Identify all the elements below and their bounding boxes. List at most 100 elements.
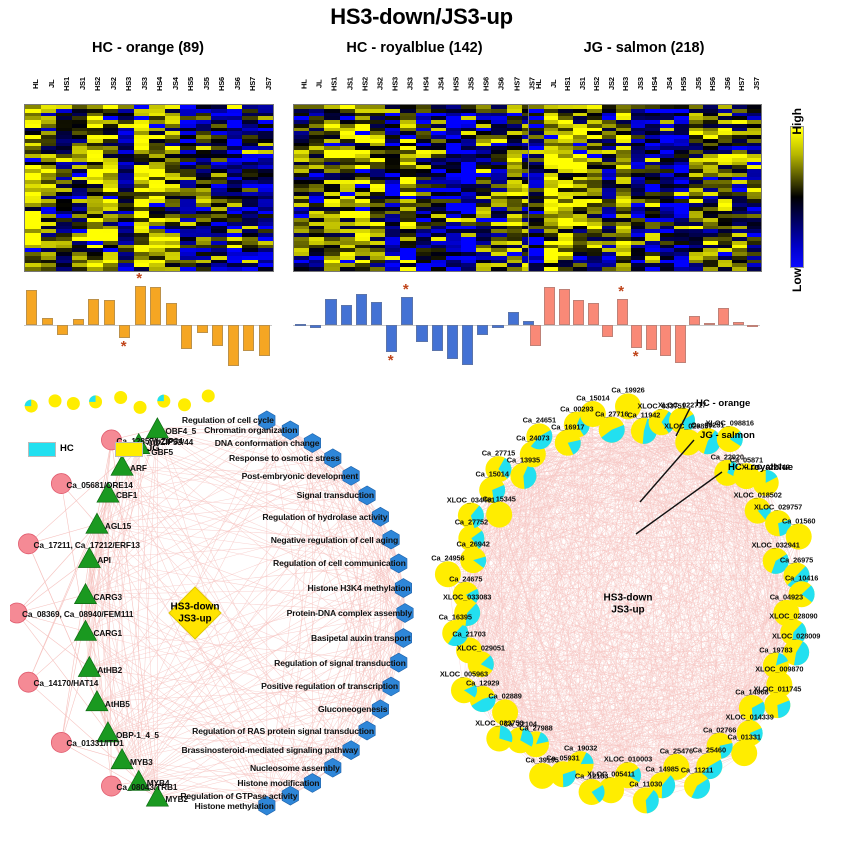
heatmap-cell: [529, 191, 544, 196]
transcription-factor-node[interactable]: [85, 690, 109, 712]
heatmap-cell: [506, 248, 522, 253]
heatmap-cell: [211, 161, 227, 166]
network-node[interactable]: [788, 581, 815, 608]
heatmap-cell: [195, 221, 211, 226]
gene-node[interactable]: [101, 775, 122, 797]
network-node[interactable]: [486, 501, 513, 528]
network-node[interactable]: [452, 581, 479, 608]
heatmap-cell: [415, 172, 431, 177]
heatmap-cell: [543, 108, 558, 113]
heatmap-cell: [133, 252, 149, 256]
heatmap-cell: [645, 229, 660, 234]
network-node[interactable]: [492, 699, 519, 726]
bar: [477, 325, 489, 335]
heatmap-cell: [294, 131, 310, 136]
heatmap-cell: [506, 142, 522, 147]
heatmap-cell: [587, 218, 602, 222]
heatmap-cell: [294, 225, 310, 230]
heatmap-cell: [242, 142, 258, 147]
heatmap-cell: [445, 233, 462, 238]
transcription-factor-node[interactable]: [96, 721, 120, 743]
heatmap-cell: [149, 187, 165, 192]
heatmap-cell: [56, 240, 72, 245]
heatmap-cell: [732, 142, 747, 147]
transcription-factor-node[interactable]: [73, 582, 98, 604]
go-term-node[interactable]: [258, 410, 276, 431]
go-term-node[interactable]: [324, 448, 342, 469]
gene-node[interactable]: [10, 602, 28, 624]
network-node[interactable]: [579, 401, 606, 428]
transcription-factor-node[interactable]: [110, 747, 134, 770]
heatmap-cell: [543, 221, 558, 226]
go-term-node[interactable]: [324, 757, 342, 778]
left-network-diagram: Regulation of cell cycle Chromatin organi…: [10, 380, 430, 820]
heatmap-cell: [674, 203, 689, 207]
callout-label: HC - royalblue: [728, 462, 794, 473]
network-node[interactable]: [615, 393, 641, 420]
network-node[interactable]: [731, 740, 758, 767]
go-term-node[interactable]: [281, 420, 299, 441]
go-term-node[interactable]: [258, 795, 276, 816]
transcription-factor-node[interactable]: [145, 417, 169, 439]
go-term-node[interactable]: [342, 465, 360, 486]
transcription-factor-node[interactable]: [110, 454, 134, 476]
go-term-node[interactable]: [303, 773, 321, 793]
significance-star: *: [632, 347, 639, 365]
heatmap-cell: [476, 146, 492, 151]
network-node[interactable]: [434, 561, 461, 588]
heatmap-cell: [180, 259, 196, 264]
heatmap-cell: [445, 135, 462, 139]
network-node-hc-slice: [447, 623, 469, 647]
heatmap-cell: [732, 108, 747, 113]
go-term-node[interactable]: [371, 506, 389, 527]
go-term-node[interactable]: [396, 603, 414, 623]
network-node[interactable]: [615, 762, 641, 789]
go-term-node[interactable]: [371, 699, 389, 720]
heatmap-cell: [430, 157, 446, 162]
go-term-node[interactable]: [394, 578, 412, 598]
transcription-factor-node[interactable]: [145, 785, 169, 807]
go-term-node[interactable]: [358, 720, 376, 741]
transcription-factor-node[interactable]: [77, 546, 101, 568]
transcription-factor-node[interactable]: [96, 481, 120, 503]
network-node[interactable]: [736, 720, 763, 747]
network-node[interactable]: [766, 671, 793, 698]
network-node[interactable]: [460, 547, 487, 574]
go-term-node[interactable]: [382, 529, 400, 550]
gene-node[interactable]: [50, 473, 72, 494]
network-node[interactable]: [456, 637, 483, 664]
network-node[interactable]: [663, 753, 690, 780]
go-term-node[interactable]: [382, 676, 400, 697]
hub-node[interactable]: [168, 586, 222, 640]
heatmap-cell: [558, 150, 573, 155]
gene-node[interactable]: [18, 533, 39, 555]
go-term-node[interactable]: [358, 485, 376, 506]
legend-scatter-node: [48, 394, 62, 408]
go-term-node[interactable]: [281, 785, 299, 806]
gene-node[interactable]: [50, 732, 72, 753]
heatmap-cell: [746, 161, 761, 166]
go-term-node[interactable]: [303, 433, 321, 453]
network-node[interactable]: [716, 426, 743, 453]
transcription-factor-node[interactable]: [85, 512, 109, 534]
heatmap-cell: [102, 195, 118, 200]
transcription-factor-node[interactable]: [73, 619, 98, 641]
heatmap-cell: [164, 150, 180, 155]
go-term-node[interactable]: [390, 652, 408, 673]
heatmap-cell: [369, 187, 386, 192]
gene-node[interactable]: [18, 671, 39, 693]
transcription-factor-node[interactable]: [77, 655, 101, 677]
network-node[interactable]: [598, 777, 625, 804]
transcription-factor-node[interactable]: [127, 769, 151, 791]
go-term-node[interactable]: [342, 740, 360, 761]
heatmap-cell: [294, 172, 310, 177]
network-node[interactable]: [675, 429, 702, 456]
network-node[interactable]: [785, 523, 812, 550]
go-term-node[interactable]: [394, 628, 412, 648]
heatmap-cell: [529, 218, 544, 222]
network-node[interactable]: [529, 762, 556, 789]
heatmap-cell: [226, 184, 242, 188]
heatmap-cell: [180, 116, 196, 121]
heatmap-cell: [616, 218, 631, 222]
go-term-node[interactable]: [390, 553, 408, 574]
